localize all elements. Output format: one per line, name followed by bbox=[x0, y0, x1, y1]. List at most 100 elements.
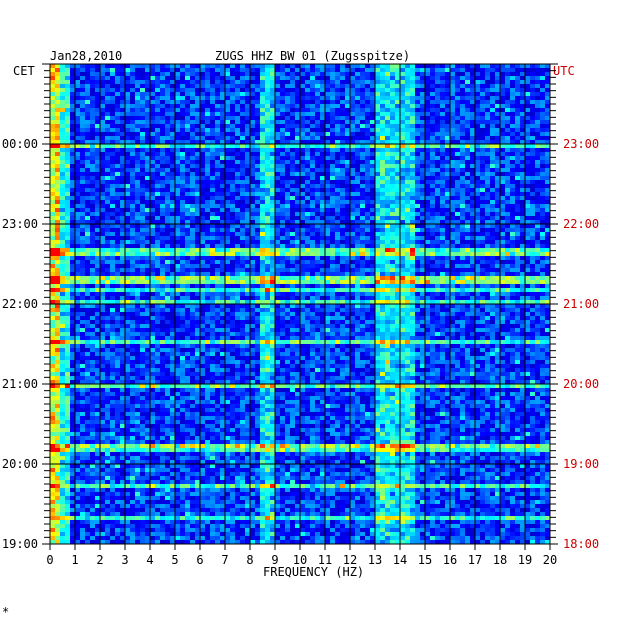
spectrogram-cell bbox=[175, 144, 181, 149]
spectrogram-cell bbox=[485, 216, 491, 221]
spectrogram-cell bbox=[485, 232, 491, 237]
spectrogram-cell bbox=[60, 76, 66, 81]
spectrogram-cell bbox=[120, 128, 126, 133]
spectrogram-cell bbox=[90, 68, 96, 73]
spectrogram-cell bbox=[270, 256, 276, 261]
spectrogram-cell bbox=[190, 164, 196, 169]
spectrogram-cell bbox=[65, 92, 71, 97]
spectrogram-cell bbox=[370, 124, 376, 129]
spectrogram-cell bbox=[290, 244, 296, 249]
spectrogram-cell bbox=[485, 224, 491, 229]
spectrogram-cell bbox=[405, 172, 411, 177]
spectrogram-cell bbox=[545, 236, 551, 241]
spectrogram-cell bbox=[520, 128, 526, 133]
spectrogram-cell bbox=[235, 236, 241, 241]
spectrogram-cell bbox=[545, 244, 551, 249]
spectrogram-cell bbox=[60, 92, 66, 97]
spectrogram-cell bbox=[515, 196, 521, 201]
spectrogram-cell bbox=[345, 192, 351, 197]
spectrogram-cell bbox=[505, 84, 511, 89]
spectrogram-cell bbox=[165, 236, 171, 241]
spectrogram-cell bbox=[65, 224, 71, 229]
spectrogram-cell bbox=[155, 80, 161, 85]
spectrogram-cell bbox=[100, 196, 106, 201]
spectrogram-cell bbox=[245, 172, 251, 177]
spectrogram-cell bbox=[290, 220, 296, 225]
spectrogram-cell bbox=[455, 252, 461, 257]
spectrogram-cell bbox=[475, 112, 481, 117]
spectrogram-cell bbox=[420, 84, 426, 89]
spectrogram-cell bbox=[525, 120, 531, 125]
spectrogram-cell bbox=[510, 100, 516, 105]
spectrogram-cell bbox=[360, 96, 366, 101]
spectrogram-cell bbox=[145, 252, 151, 257]
spectrogram-cell bbox=[310, 76, 316, 81]
spectrogram-cell bbox=[80, 212, 86, 217]
spectrogram-cell bbox=[205, 136, 211, 141]
spectrogram-cell bbox=[435, 116, 441, 121]
spectrogram-cell bbox=[470, 124, 476, 129]
spectrogram-cell bbox=[345, 124, 351, 129]
spectrogram-cell bbox=[315, 224, 321, 229]
spectrogram-cell bbox=[160, 104, 166, 109]
spectrogram-cell bbox=[425, 180, 431, 185]
spectrogram-cell bbox=[475, 232, 481, 237]
spectrogram-cell bbox=[420, 204, 426, 209]
spectrogram-cell bbox=[115, 64, 121, 69]
spectrogram-cell bbox=[55, 144, 61, 149]
spectrogram-cell bbox=[400, 196, 406, 201]
spectrogram-cell bbox=[305, 228, 311, 233]
spectrogram-cell bbox=[490, 104, 496, 109]
spectrogram-cell bbox=[95, 156, 101, 161]
spectrogram-cell bbox=[375, 224, 381, 229]
spectrogram-cell bbox=[175, 64, 181, 69]
spectrogram-cell bbox=[75, 80, 81, 85]
spectrogram-cell bbox=[325, 216, 331, 221]
spectrogram-cell bbox=[265, 152, 271, 157]
spectrogram-cell bbox=[500, 96, 506, 101]
spectrogram-cell bbox=[160, 212, 166, 217]
spectrogram-cell bbox=[180, 196, 186, 201]
spectrogram-cell bbox=[220, 188, 226, 193]
spectrogram-cell bbox=[375, 104, 381, 109]
spectrogram-cell bbox=[445, 152, 451, 157]
spectrogram-cell bbox=[55, 244, 61, 249]
spectrogram-cell bbox=[245, 236, 251, 241]
spectrogram-cell bbox=[315, 124, 321, 129]
spectrogram-cell bbox=[115, 220, 121, 225]
spectrogram-cell bbox=[140, 88, 146, 93]
spectrogram-cell bbox=[160, 128, 166, 133]
spectrogram-cell bbox=[525, 156, 531, 161]
spectrogram-cell bbox=[445, 148, 451, 153]
spectrogram-cell bbox=[340, 260, 346, 265]
spectrogram-cell bbox=[470, 192, 476, 197]
spectrogram-cell bbox=[420, 164, 426, 169]
spectrogram-cell bbox=[130, 208, 136, 213]
spectrogram-cell bbox=[445, 68, 451, 73]
spectrogram-cell bbox=[525, 80, 531, 85]
spectrogram-cell bbox=[180, 64, 186, 69]
spectrogram-cell bbox=[305, 132, 311, 137]
spectrogram-cell bbox=[225, 92, 231, 97]
spectrogram-cell bbox=[515, 224, 521, 229]
spectrogram-cell bbox=[455, 68, 461, 73]
spectrogram-cell bbox=[255, 212, 261, 217]
spectrogram-cell bbox=[295, 220, 301, 225]
spectrogram-cell bbox=[95, 240, 101, 245]
spectrogram-cell bbox=[430, 132, 436, 137]
spectrogram-cell bbox=[70, 148, 76, 153]
spectrogram-cell bbox=[65, 68, 71, 73]
spectrogram-cell bbox=[150, 180, 156, 185]
spectrogram-cell bbox=[285, 212, 291, 217]
spectrogram-cell bbox=[325, 144, 331, 149]
spectrogram-cell bbox=[455, 208, 461, 213]
spectrogram-cell bbox=[285, 136, 291, 141]
spectrogram-cell bbox=[100, 128, 106, 133]
spectrogram-cell bbox=[110, 192, 116, 197]
spectrogram-cell bbox=[390, 244, 396, 249]
spectrogram-cell bbox=[90, 120, 96, 125]
spectrogram-cell bbox=[55, 136, 61, 141]
spectrogram-cell bbox=[125, 228, 131, 233]
spectrogram-cell bbox=[170, 248, 176, 253]
spectrogram-cell bbox=[295, 236, 301, 241]
